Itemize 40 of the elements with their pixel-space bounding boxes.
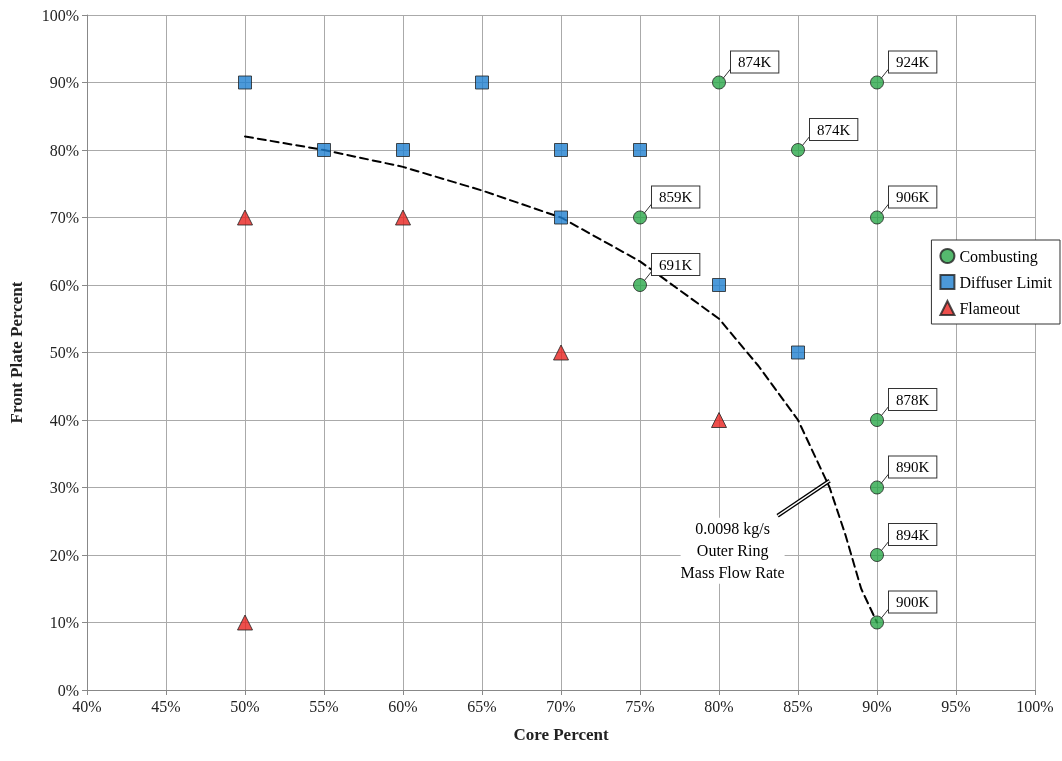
y-tick-label: 60% (49, 276, 79, 294)
x-tick-label: 100% (1016, 697, 1054, 715)
annotation: 900K (896, 594, 930, 610)
x-axis-title: Core Percent (513, 725, 609, 744)
y-tick-label: 30% (49, 479, 79, 496)
annotation: 924K (896, 54, 930, 70)
x-tick-label: 70% (546, 697, 576, 715)
legend-label: Combusting (959, 247, 1038, 266)
y-axis-title: Front Plate Percent (7, 281, 26, 424)
x-tick-label: 90% (862, 697, 892, 715)
x-tick-label: 80% (704, 697, 734, 715)
x-tick-label: 55% (309, 697, 339, 715)
x-tick-label: 75% (625, 697, 655, 715)
annotation: 890K (896, 459, 930, 475)
x-tick-label: 65% (467, 697, 497, 715)
x-tick-label: 45% (151, 697, 181, 715)
y-tick-label: 10% (49, 614, 79, 631)
y-tick-label: 80% (49, 141, 79, 159)
legend-label: Flameout (959, 299, 1021, 317)
y-tick-label: 0% (57, 681, 79, 699)
annotation: 874K (738, 54, 772, 70)
x-tick-label: 60% (388, 697, 418, 715)
x-tick-label: 40% (72, 697, 102, 715)
annotation: 906K (896, 189, 930, 205)
y-tick-label: 50% (49, 344, 79, 361)
x-tick-label: 50% (230, 697, 260, 715)
y-tick-label: 70% (49, 209, 79, 226)
annotation: 878K (896, 391, 930, 408)
y-tick-label: 100% (41, 6, 79, 24)
y-tick-label: 20% (49, 546, 79, 564)
annotation: 894K (896, 526, 930, 543)
x-tick-label: 95% (941, 697, 971, 715)
annotation: 0.0098 kg/s Outer Ring Mass Flow Rate (680, 520, 785, 582)
legend-label: Diffuser Limit (959, 273, 1053, 291)
y-tick-label: 40% (49, 411, 79, 429)
annotation: 859K (659, 189, 693, 205)
x-tick-label: 85% (783, 697, 813, 715)
annotation: 874K (817, 121, 851, 138)
y-tick-label: 90% (49, 74, 79, 91)
annotation: 691K (659, 256, 693, 273)
